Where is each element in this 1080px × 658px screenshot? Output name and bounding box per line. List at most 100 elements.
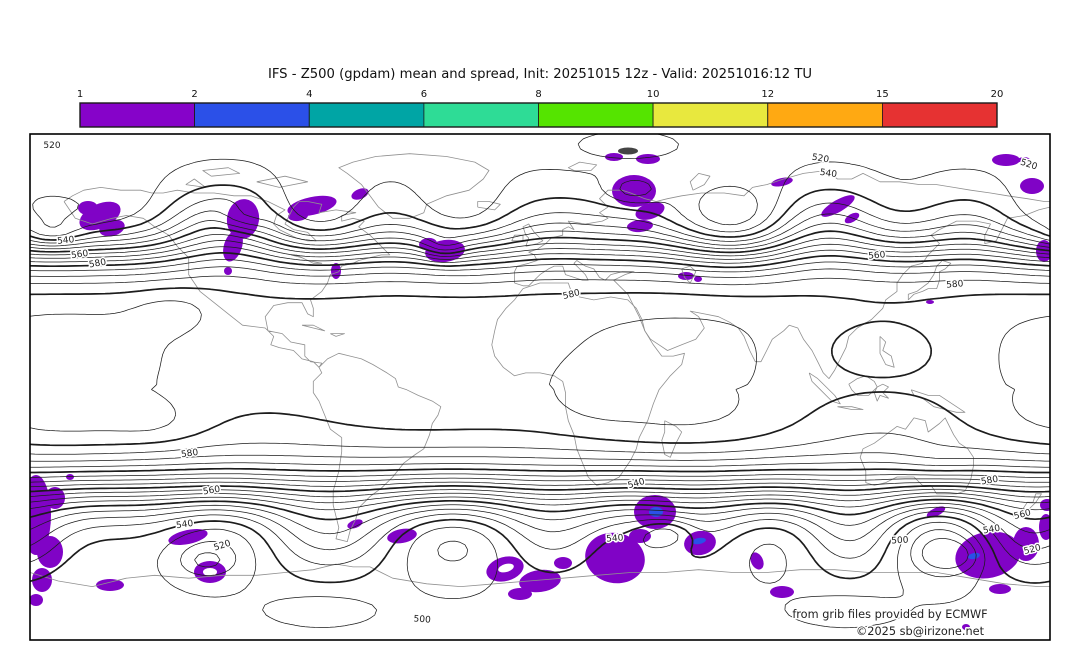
coastline — [491, 282, 685, 486]
spread-blob — [66, 474, 74, 480]
contour-label: 560 — [202, 485, 221, 498]
coastline — [879, 336, 895, 368]
world-map: 5205405605805205405605805805205805605405… — [29, 133, 1051, 641]
spread-blob — [968, 552, 980, 560]
spread-blob — [331, 263, 341, 279]
colorbar-segment — [308, 102, 425, 128]
spread-blob — [605, 153, 623, 161]
spread-blob — [771, 177, 793, 187]
contour-label: 580 — [562, 288, 581, 302]
spread-blob — [554, 557, 572, 569]
coastline — [301, 324, 326, 332]
coastline — [1012, 493, 1042, 517]
spread-blob — [32, 568, 52, 592]
colorbar-tick-label: 2 — [191, 89, 197, 100]
spread-blob — [627, 219, 653, 233]
contour-label: 540 — [627, 477, 647, 491]
spread-blob — [99, 219, 125, 237]
spread-blob — [45, 487, 65, 509]
spread-blob — [694, 276, 702, 282]
contour-label: 540 — [819, 168, 838, 180]
contour-labels-layer: 5205405605805205405605805805205805605405… — [42, 140, 1044, 628]
spread-blob — [770, 586, 794, 598]
coastline — [477, 201, 501, 211]
spread-shading-layer — [30, 153, 1050, 630]
coastline — [689, 173, 711, 191]
contour-label: 520 — [43, 141, 60, 151]
spread-blob — [585, 532, 645, 584]
coastline — [202, 167, 241, 177]
z500-contours-layer — [30, 134, 1050, 629]
colorbar-segment — [538, 102, 654, 128]
contour-label: 580 — [88, 258, 107, 271]
coastline — [808, 372, 841, 405]
coastline — [873, 383, 889, 402]
spread-blob — [498, 563, 514, 573]
colorbar-segment — [767, 102, 883, 128]
coastline — [63, 187, 391, 368]
contour-label: 520 — [1023, 543, 1042, 557]
map-border — [29, 133, 1051, 641]
figure-title: IFS - Z500 (gpdam) mean and spread, Init… — [268, 67, 812, 82]
coastline — [30, 563, 1050, 587]
spread-colorbar: 1 2 4 6 8 10 12 15 20 — [77, 89, 1004, 128]
coastline — [910, 389, 966, 413]
spread-blob — [821, 195, 855, 217]
coastline — [907, 260, 952, 301]
coastline — [330, 333, 345, 337]
contour-label: 580 — [946, 279, 964, 290]
coastline — [859, 417, 974, 495]
colorbar-tick-label: 8 — [535, 89, 541, 100]
colorbar-tick-label: 15 — [876, 89, 889, 100]
coastline — [514, 170, 1050, 283]
spread-blob — [1020, 178, 1044, 194]
spread-blob — [750, 552, 764, 570]
spread-blob — [288, 210, 308, 222]
contour-label: 540 — [606, 533, 624, 544]
spread-blob — [203, 568, 217, 576]
contour-label: 540 — [176, 519, 195, 531]
colorbar-tick-label: 4 — [306, 89, 312, 100]
colorbar-segment — [652, 102, 769, 128]
spread-blob — [226, 199, 260, 239]
coastline — [185, 178, 207, 188]
spread-blob — [1013, 527, 1039, 561]
contour-label: 560 — [868, 250, 886, 261]
contour-label: 540 — [982, 524, 1001, 537]
contour-label: 580 — [181, 448, 200, 460]
colorbar-segment — [79, 102, 195, 128]
spread-blob — [629, 529, 651, 543]
contour-label: 560 — [1013, 508, 1032, 522]
spread-blob — [519, 569, 561, 593]
contour-label: 560 — [71, 249, 90, 261]
contour-lines-bold — [30, 184, 1050, 584]
spread-blob — [926, 506, 946, 518]
contour-label: 580 — [980, 475, 999, 488]
spread-blob — [96, 579, 124, 591]
spread-blob — [678, 272, 694, 280]
coastline — [338, 153, 490, 219]
contour-label: 500 — [413, 614, 431, 625]
coastline — [312, 352, 442, 542]
spread-blob — [649, 507, 663, 517]
contour-lines-thin — [30, 134, 1050, 629]
colorbar-tick-label: 20 — [991, 89, 1004, 100]
contour-label: 520 — [811, 153, 830, 166]
attribution-ecmwf: from grib files provided by ECMWF — [792, 608, 987, 621]
colorbar-segment — [423, 102, 539, 128]
spread-blob — [1018, 157, 1030, 163]
colorbar-tick-label: 12 — [761, 89, 774, 100]
coastline — [256, 175, 309, 188]
spread-blob — [508, 588, 532, 600]
spread-blob — [347, 519, 363, 529]
spread-blob — [1039, 514, 1050, 540]
coastline — [522, 223, 544, 247]
spread-blob — [224, 267, 232, 275]
contour-label: 540 — [57, 235, 75, 247]
coastlines-layer — [30, 153, 1050, 587]
spread-blob — [30, 594, 43, 606]
colorbar-segment — [194, 102, 310, 128]
coastline — [567, 161, 598, 171]
spread-blob — [168, 528, 208, 546]
